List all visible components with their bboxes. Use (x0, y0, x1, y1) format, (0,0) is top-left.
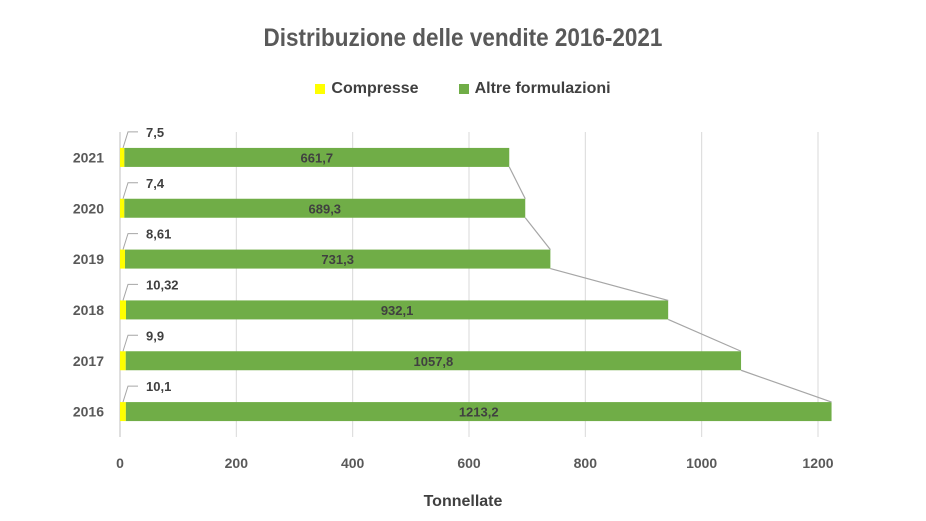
y-tick-label: 2018 (73, 302, 104, 318)
legend-label-altre-formulazioni: Altre formulazioni (474, 80, 611, 97)
leader-line (122, 334, 138, 352)
x-tick-label: 0 (116, 455, 124, 471)
y-tick-label: 2019 (73, 251, 104, 267)
bar-compresse (120, 300, 127, 320)
leader-line (122, 131, 138, 149)
bar-compresse (120, 249, 126, 269)
data-label-compresse: 10,1 (146, 379, 171, 394)
series-connector-line (550, 268, 669, 301)
x-tick-label: 800 (574, 455, 598, 471)
data-label-compresse: 7,5 (146, 125, 164, 140)
x-tick-label: 600 (457, 455, 481, 471)
bar-altre-formulazioni (125, 351, 742, 371)
bar-altre-formulazioni (125, 402, 832, 422)
y-tick-label: 2021 (73, 149, 104, 165)
leader-line (122, 283, 138, 301)
bar-compresse (120, 147, 125, 167)
bar-compresse (120, 402, 126, 422)
data-label-compresse: 8,61 (146, 227, 171, 242)
chart-title: Distribuzione delle vendite 2016-2021 (263, 24, 663, 52)
x-tick-label: 200 (225, 455, 249, 471)
leader-line (122, 385, 138, 403)
data-label-altre-formulazioni: 661,7 (301, 150, 334, 165)
series-connector-line (667, 318, 742, 352)
y-tick-label: 2020 (73, 200, 104, 216)
series-connector-line (740, 369, 832, 403)
legend-item-compresse: Compresse (315, 80, 419, 98)
data-label-compresse: 10,32 (146, 277, 179, 292)
x-axis-title: Tonnellate (423, 493, 503, 510)
leader-line (122, 182, 138, 199)
data-label-altre-formulazioni: 731,3 (321, 252, 354, 267)
bar-altre-formulazioni (124, 147, 510, 167)
legend: Compresse Altre formulazioni (0, 80, 926, 98)
bar-compresse (120, 198, 125, 218)
legend-label-compresse: Compresse (331, 80, 419, 97)
x-tick-label: 1200 (802, 455, 833, 471)
bar-compresse (120, 351, 126, 371)
leader-line (122, 233, 138, 250)
y-tick-label: 2017 (73, 353, 104, 369)
x-tick-label: 400 (341, 455, 365, 471)
series-connector-line (524, 217, 551, 250)
x-tick-label: 1000 (686, 455, 717, 471)
y-tick-label: 2016 (73, 404, 104, 420)
legend-item-altre-formulazioni: Altre formulazioni (458, 80, 611, 98)
data-label-altre-formulazioni: 1057,8 (414, 354, 454, 369)
legend-swatch-compresse (315, 84, 326, 94)
data-label-altre-formulazioni: 932,1 (381, 303, 414, 318)
bar-altre-formulazioni (125, 249, 551, 269)
data-label-altre-formulazioni: 689,3 (309, 201, 342, 216)
bar-altre-formulazioni (124, 198, 526, 218)
data-label-compresse: 9,9 (146, 328, 164, 343)
bar-altre-formulazioni (126, 300, 669, 320)
data-label-altre-formulazioni: 1213,2 (459, 405, 499, 420)
data-label-compresse: 7,4 (146, 176, 165, 191)
series-connector-line (508, 166, 526, 200)
legend-swatch-altre-formulazioni (458, 84, 469, 94)
